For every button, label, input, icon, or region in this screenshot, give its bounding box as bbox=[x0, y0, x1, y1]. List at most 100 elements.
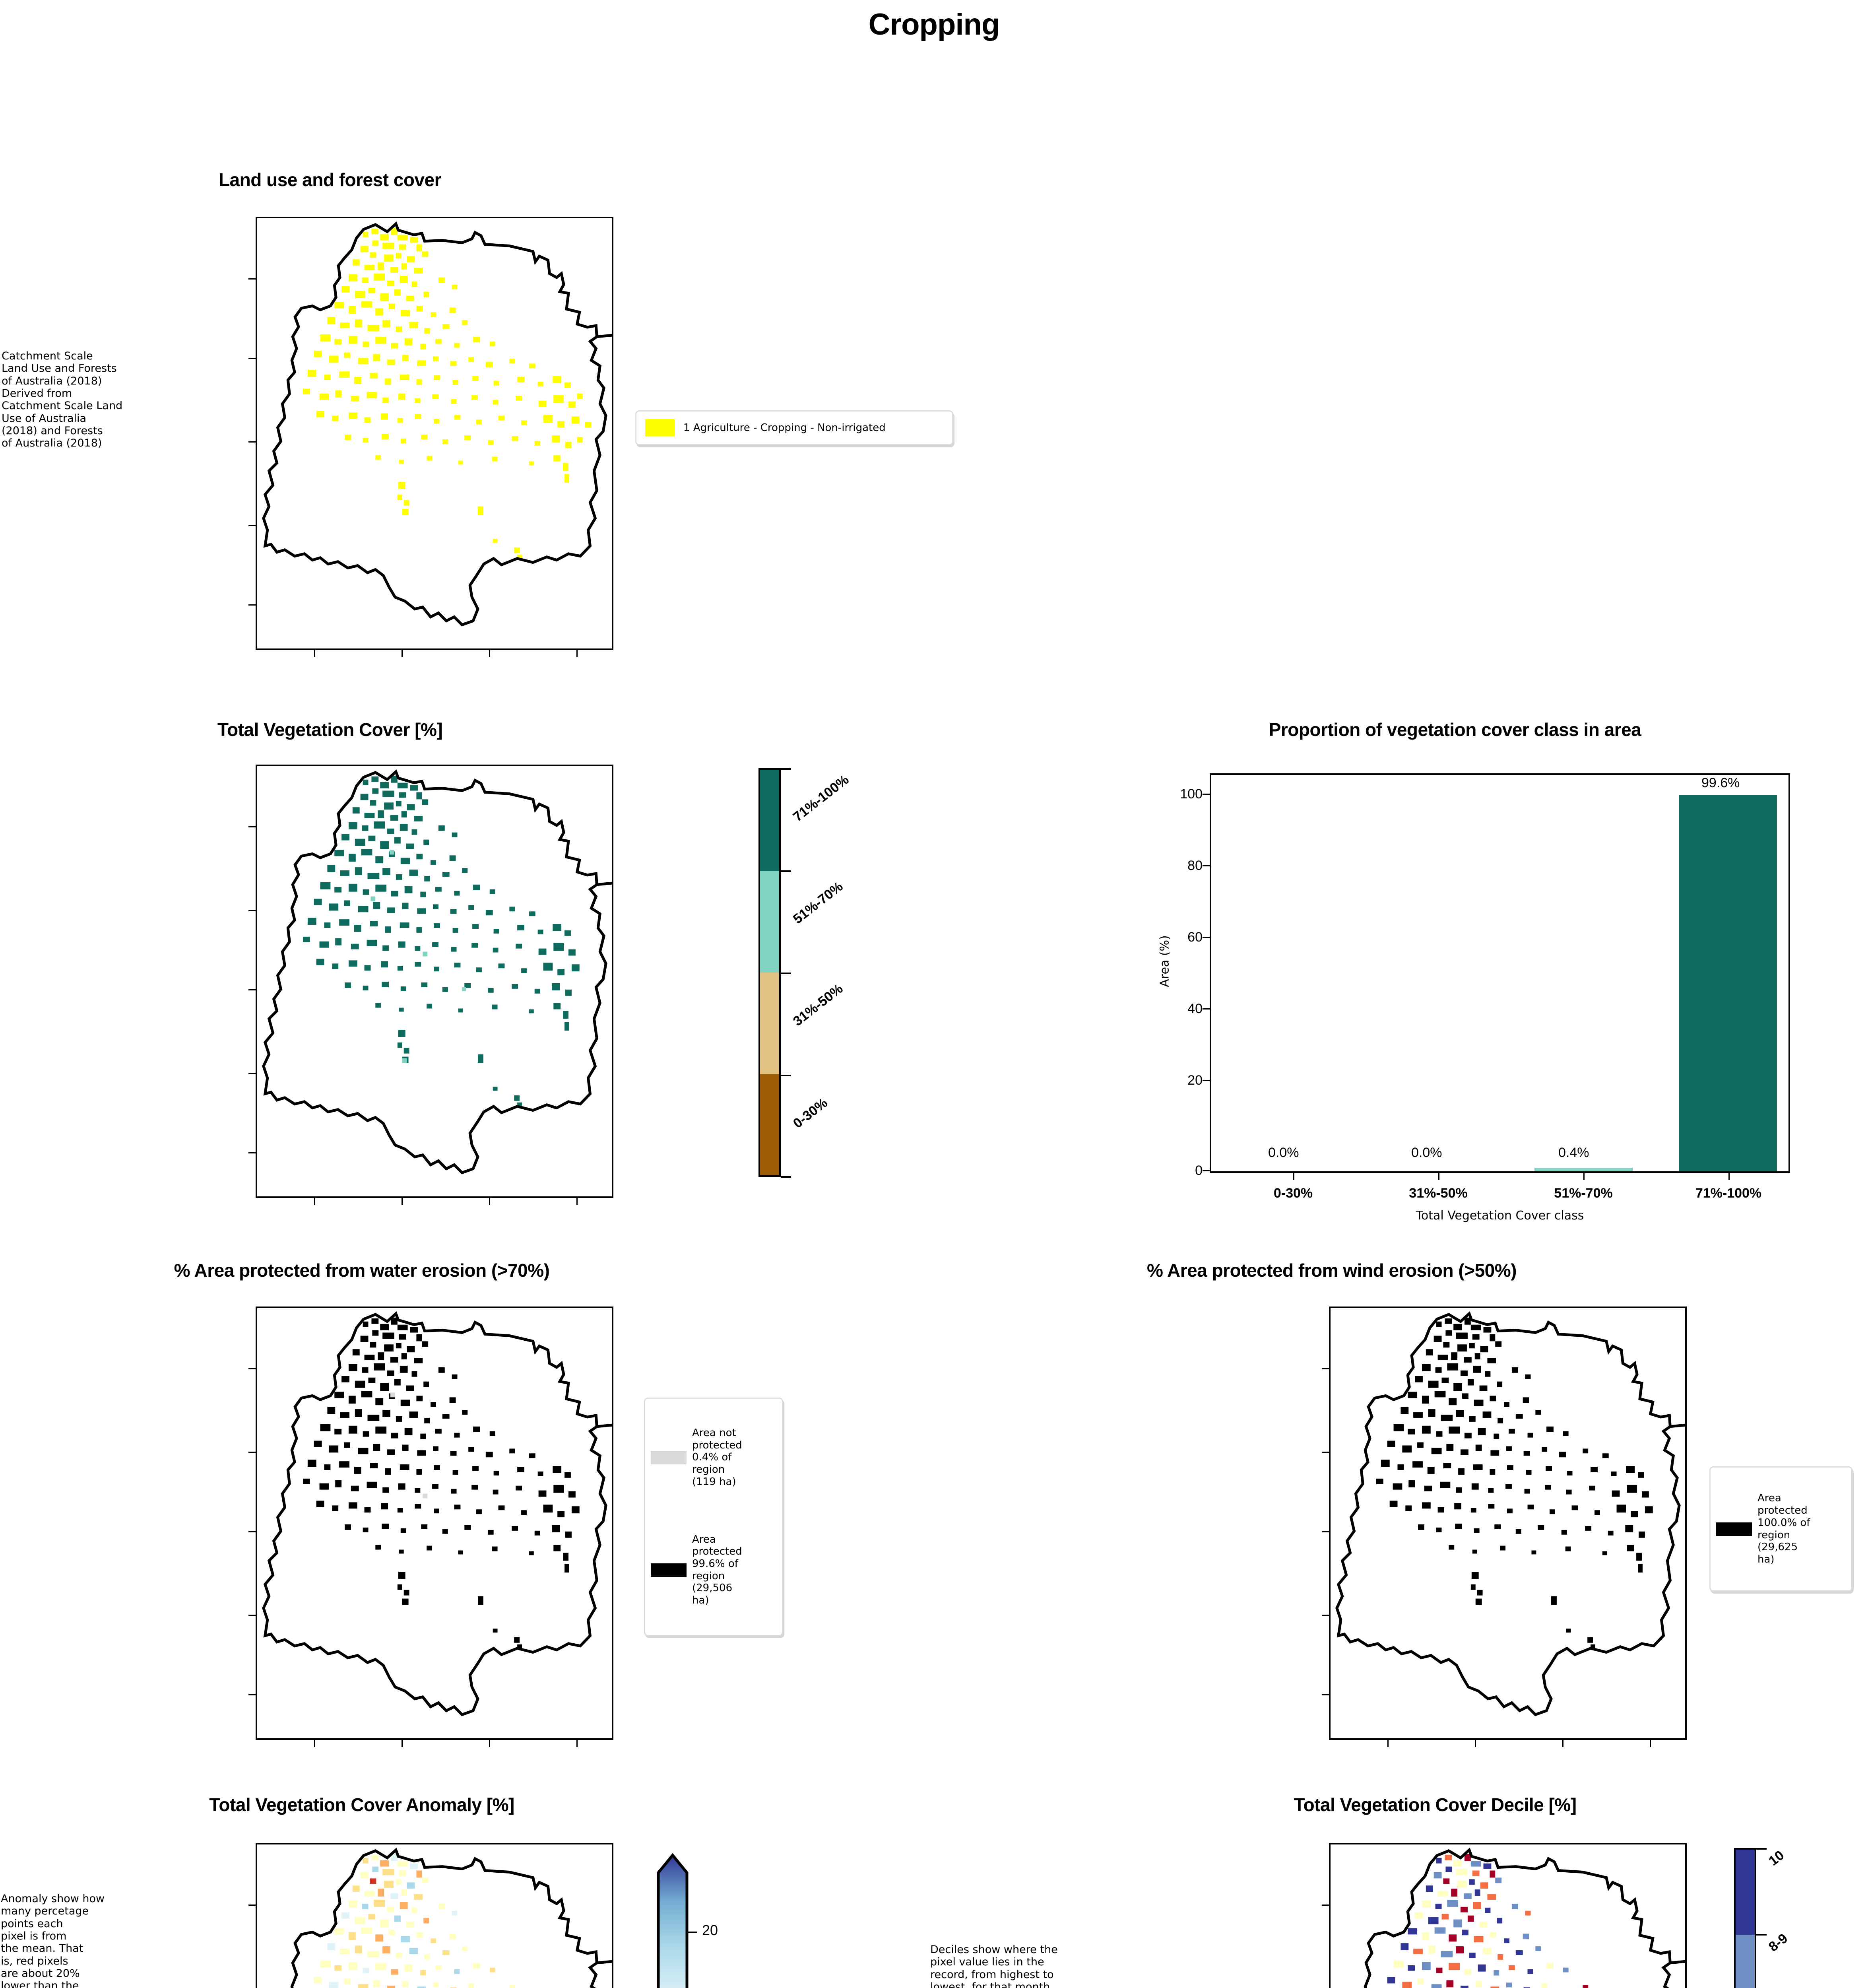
panel-title-decile: Total Vegetation Cover Decile [%] bbox=[1294, 1794, 1577, 1815]
not-protected-pixels bbox=[390, 1392, 428, 1499]
anomaly-pixels bbox=[314, 1854, 515, 1988]
decile-colorbar-bar bbox=[1734, 1848, 1756, 1988]
cb-label-0-30: 0-30% bbox=[790, 1095, 830, 1132]
wind-tick bbox=[1322, 1615, 1329, 1616]
wind-tick bbox=[1650, 1740, 1651, 1747]
page-title: Cropping bbox=[868, 8, 1000, 41]
veg-tick bbox=[248, 910, 256, 911]
cb-label-31-50: 31%-50% bbox=[790, 981, 846, 1029]
veg-cover-map-svg bbox=[262, 769, 612, 1175]
x-tickmark bbox=[1438, 1173, 1439, 1180]
cb-seg-10 bbox=[1736, 1850, 1755, 1935]
wind-erosion-map-svg bbox=[1335, 1311, 1685, 1716]
protected-pixels bbox=[303, 1317, 580, 1675]
veg-tick bbox=[248, 989, 256, 990]
anomaly-tick bbox=[248, 1905, 256, 1906]
wind-tick bbox=[1562, 1740, 1563, 1747]
y-tickmark bbox=[1203, 1008, 1210, 1010]
bar-51-70 bbox=[1534, 1168, 1633, 1171]
cb-seg-51-70 bbox=[760, 871, 779, 973]
decile-sidenote: Deciles show where the pixel value lies … bbox=[930, 1943, 1058, 1988]
land-use-legend-label: 1 Agriculture - Cropping - Non-irrigated bbox=[683, 421, 886, 434]
bar-label-71-100: 99.6% bbox=[1701, 775, 1740, 790]
cb-label-8-9: 8-9 bbox=[1765, 1930, 1791, 1955]
cb-seg-71-100 bbox=[760, 770, 779, 871]
decile-map-svg bbox=[1364, 1847, 1685, 1988]
panel-title-land-use: Land use and forest cover bbox=[218, 169, 442, 190]
water-erosion-map bbox=[256, 1307, 613, 1740]
wind-tick bbox=[1475, 1740, 1476, 1747]
decile-pixels bbox=[1387, 1854, 1589, 1988]
water-tick bbox=[248, 1694, 256, 1695]
anomaly-map bbox=[256, 1843, 613, 1988]
bar-label-51-70: 0.4% bbox=[1558, 1145, 1589, 1160]
cb-tick bbox=[781, 768, 791, 770]
water-tick bbox=[248, 1368, 256, 1369]
water-tick bbox=[248, 1615, 256, 1616]
landuse-tick bbox=[489, 650, 490, 657]
cb-label-71-100: 71%-100% bbox=[790, 772, 852, 825]
landuse-tick bbox=[248, 278, 256, 280]
not-protected-label: Area not protected 0.4% of region (119 h… bbox=[692, 1427, 742, 1488]
anomaly-sidenote: Anomaly show how many percetage points e… bbox=[1, 1893, 105, 1988]
x-tick-label-71-100: 71%-100% bbox=[1695, 1186, 1762, 1201]
veg-tick bbox=[489, 1198, 490, 1205]
x-tick-label-51-70: 51%-70% bbox=[1554, 1186, 1613, 1201]
landuse-tick bbox=[248, 525, 256, 526]
wind-tick bbox=[1322, 1452, 1329, 1453]
anomaly-map-svg bbox=[290, 1847, 612, 1988]
not-protected-swatch bbox=[651, 1450, 687, 1464]
cb-tick bbox=[687, 1932, 697, 1933]
proportion-bar-chart bbox=[1210, 773, 1790, 1173]
anomaly-colorbar-svg bbox=[657, 1853, 689, 1988]
veg-cover-pixels-mid bbox=[370, 850, 466, 1063]
y-tickmark bbox=[1203, 865, 1210, 866]
decile-tick bbox=[1322, 1905, 1329, 1906]
y-tick-60: 60 bbox=[1187, 930, 1203, 945]
wind-erosion-map bbox=[1329, 1307, 1687, 1740]
cb-seg-8-9 bbox=[1736, 1935, 1755, 1988]
y-tick-40: 40 bbox=[1187, 1001, 1203, 1016]
wind-erosion-legend[interactable]: Area protected 100.0% of region (29,625 … bbox=[1709, 1466, 1852, 1592]
land-use-map bbox=[256, 217, 613, 650]
veg-cover-colorbar-bar bbox=[758, 768, 781, 1177]
decile-map bbox=[1329, 1843, 1687, 1988]
landuse-tick bbox=[248, 604, 256, 606]
panel-title-anomaly: Total Vegetation Cover Anomaly [%] bbox=[209, 1794, 514, 1815]
land-use-legend[interactable]: 1 Agriculture - Cropping - Non-irrigated bbox=[635, 410, 953, 445]
cb-label-10: 10 bbox=[1765, 1847, 1787, 1869]
decile-colorbar: 10 8-9 4-7 2-3 1 bbox=[1734, 1848, 1861, 1988]
water-tick bbox=[402, 1740, 403, 1747]
y-tick-20: 20 bbox=[1187, 1073, 1203, 1088]
cb-tick bbox=[1756, 1848, 1767, 1850]
x-tickmark bbox=[1583, 1173, 1585, 1180]
water-tick bbox=[248, 1452, 256, 1453]
land-use-sidenote: Catchment Scale Land Use and Forests of … bbox=[2, 350, 123, 450]
water-tick bbox=[576, 1740, 578, 1747]
wind-protected-label: Area protected 100.0% of region (29,625 … bbox=[1757, 1492, 1810, 1565]
total-vegetation-cover-map bbox=[256, 765, 613, 1198]
veg-tick bbox=[402, 1198, 403, 1205]
bar-label-0-30: 0.0% bbox=[1268, 1145, 1299, 1160]
veg-tick bbox=[248, 1152, 256, 1153]
landuse-tick bbox=[248, 441, 256, 443]
y-tickmark bbox=[1203, 1170, 1210, 1171]
veg-cover-colorbar: 71%-100% 51%-70% 31%-50% 0-30% bbox=[758, 768, 886, 1178]
bar-71-100 bbox=[1679, 795, 1777, 1171]
landuse-tick bbox=[248, 358, 256, 359]
cb-seg-31-50 bbox=[760, 973, 779, 1074]
wind-tick bbox=[1322, 1368, 1329, 1369]
cb-tick bbox=[781, 1176, 791, 1178]
cb-seg-0-30 bbox=[760, 1074, 779, 1175]
veg-tick bbox=[314, 1198, 315, 1205]
water-tick bbox=[314, 1740, 315, 1747]
protected-label: Area protected 99.6% of region (29,506 h… bbox=[692, 1533, 742, 1607]
water-erosion-legend[interactable]: Area not protected 0.4% of region (119 h… bbox=[644, 1398, 783, 1636]
chart-ylabel: Area (%) bbox=[1158, 935, 1172, 987]
cropping-pixels bbox=[303, 227, 592, 585]
landuse-tick bbox=[402, 650, 403, 657]
veg-tick bbox=[248, 1073, 256, 1074]
cb-tick bbox=[781, 870, 791, 872]
veg-cover-pixels bbox=[303, 775, 580, 1133]
wind-tick bbox=[1322, 1694, 1329, 1695]
